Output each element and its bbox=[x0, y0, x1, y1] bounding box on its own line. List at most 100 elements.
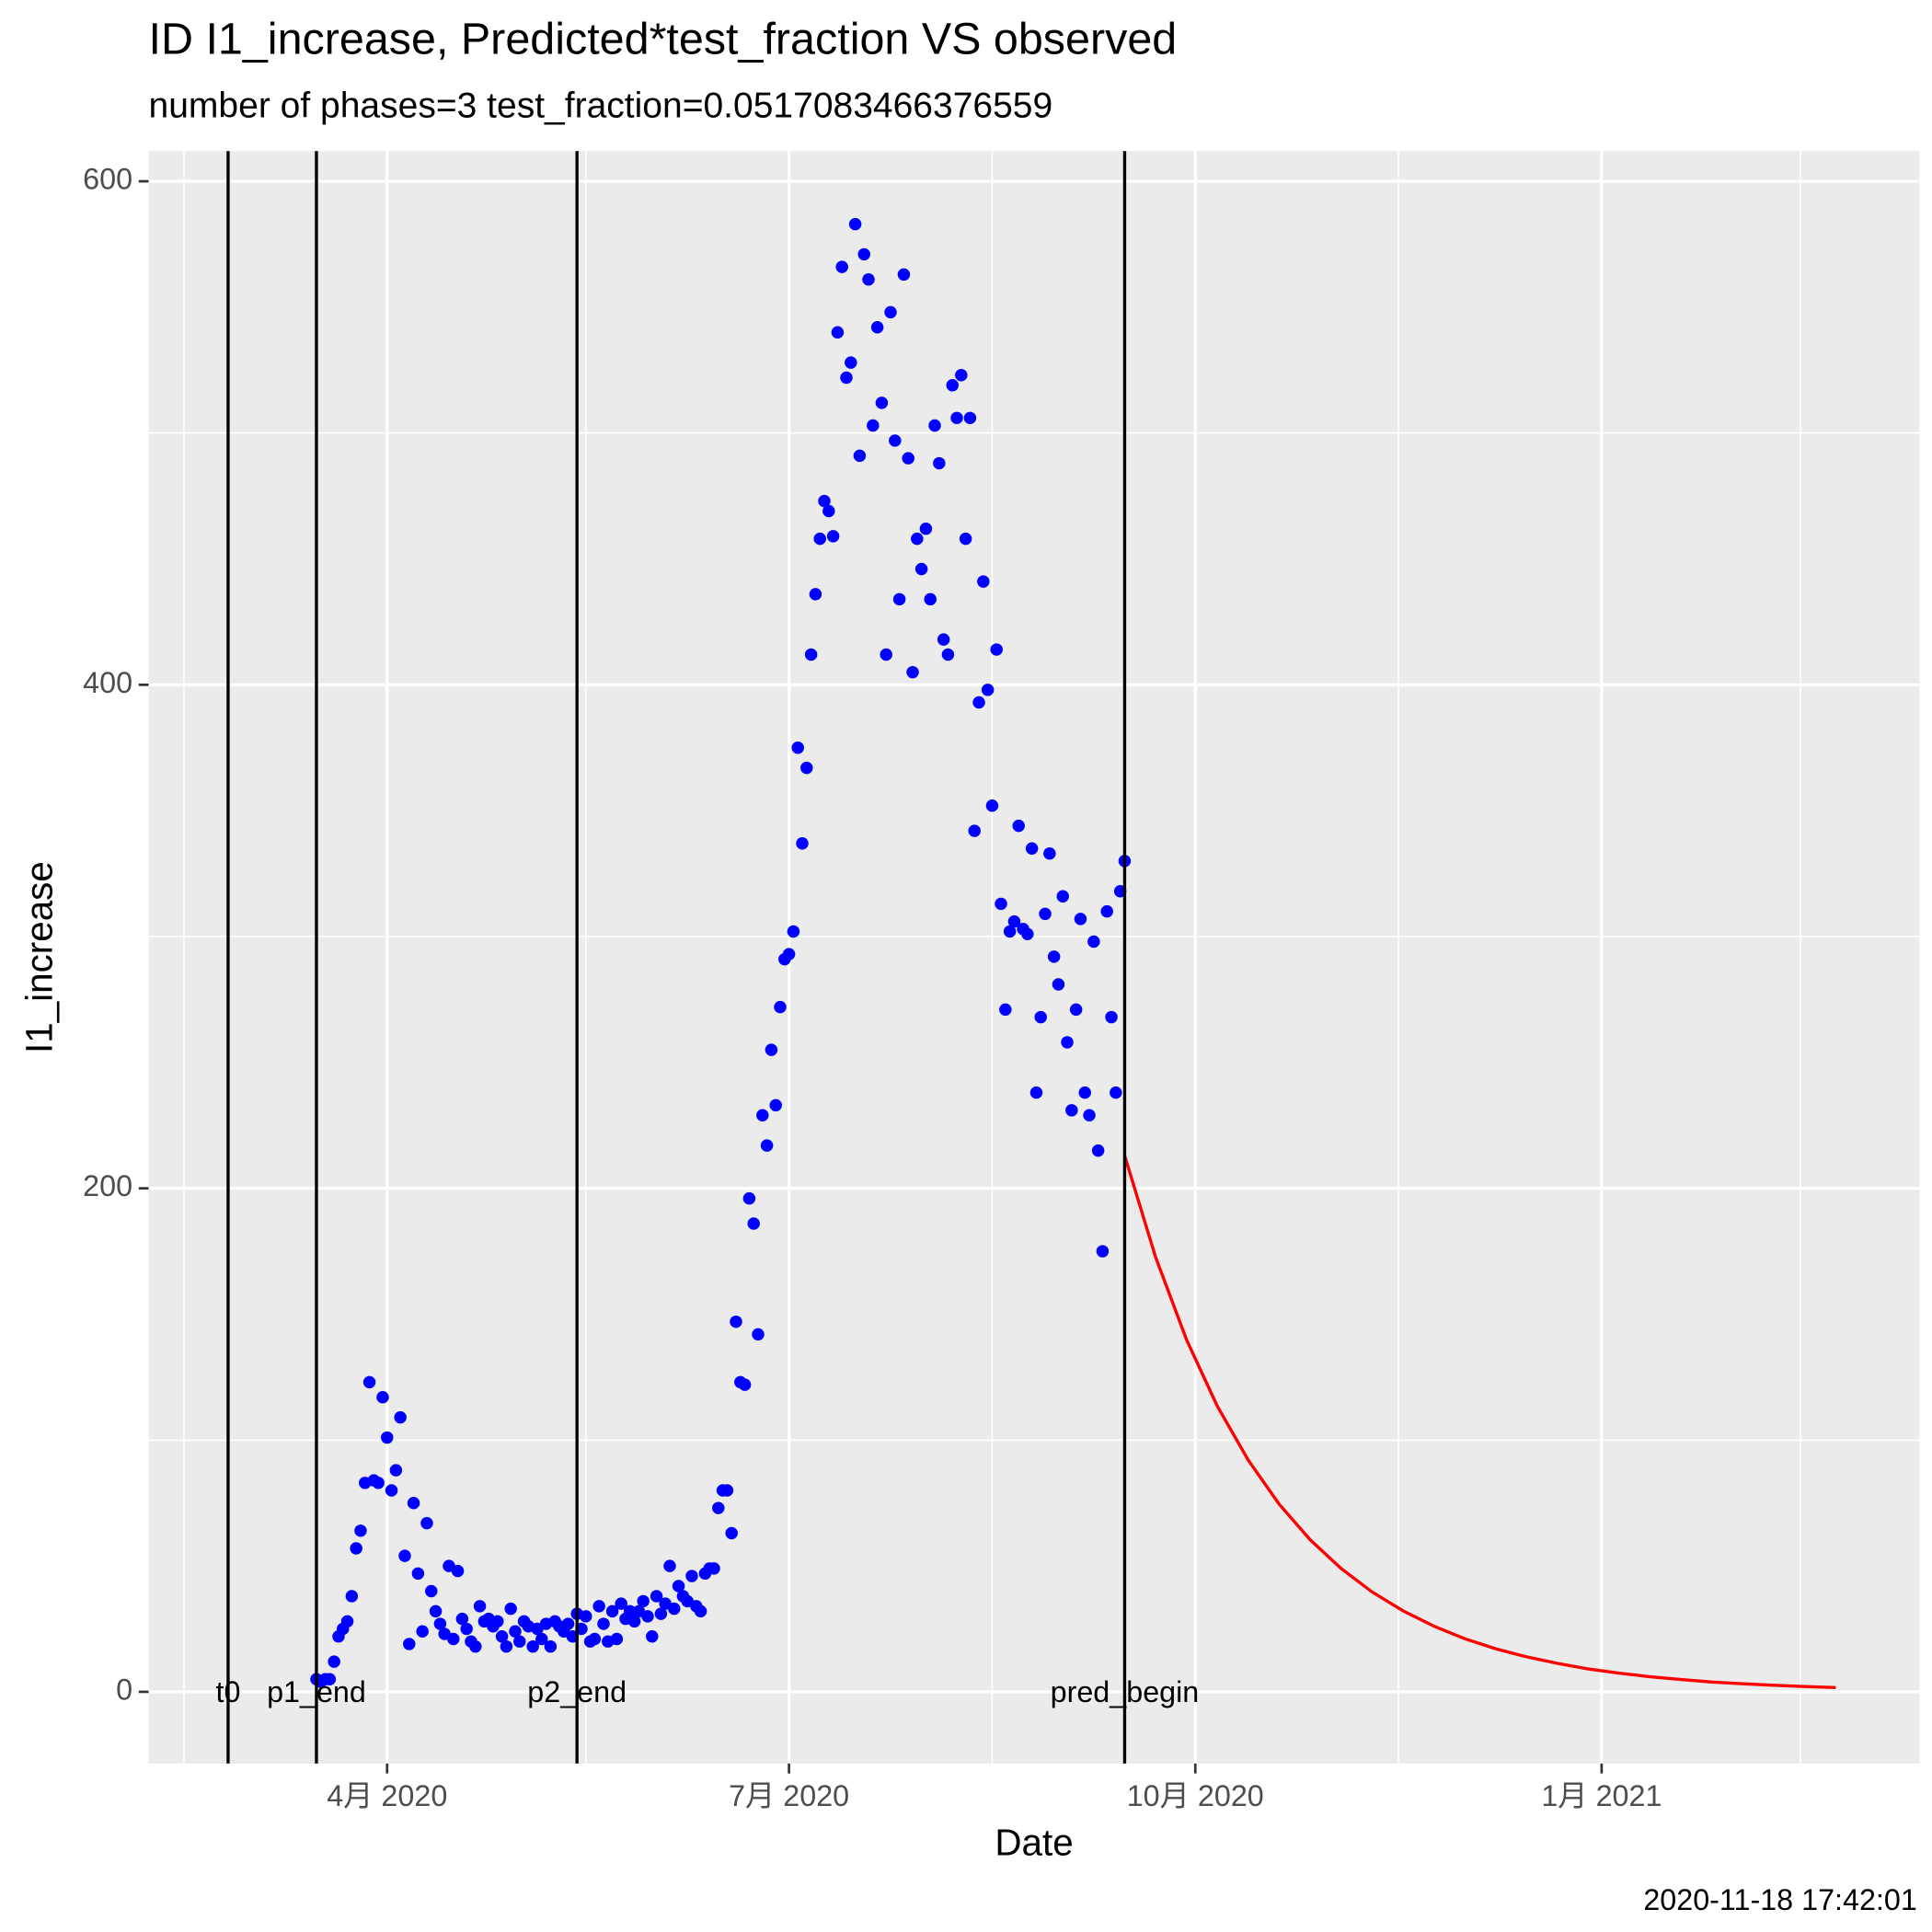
point bbox=[769, 1098, 782, 1112]
point bbox=[513, 1635, 526, 1648]
point bbox=[615, 1597, 627, 1610]
point bbox=[685, 1570, 698, 1582]
point bbox=[1052, 978, 1065, 991]
point bbox=[791, 742, 804, 754]
point bbox=[800, 761, 813, 775]
point bbox=[919, 522, 933, 535]
point bbox=[535, 1632, 548, 1646]
point bbox=[765, 1043, 778, 1056]
point bbox=[720, 1484, 734, 1497]
point bbox=[394, 1410, 407, 1424]
point bbox=[1083, 1109, 1096, 1122]
phase-label: p1_end bbox=[267, 1675, 366, 1708]
point bbox=[870, 321, 884, 334]
point bbox=[760, 1139, 774, 1152]
point bbox=[796, 837, 809, 850]
point bbox=[646, 1630, 659, 1643]
caption: 2020-11-18 17:42:01 bbox=[1643, 1883, 1917, 1916]
point bbox=[627, 1615, 641, 1628]
point bbox=[1074, 913, 1087, 926]
point bbox=[372, 1477, 385, 1489]
point bbox=[911, 532, 924, 546]
point bbox=[848, 217, 862, 231]
point bbox=[813, 532, 826, 546]
chart-title: ID I1_increase, Predicted*test_fraction … bbox=[149, 15, 1178, 64]
point bbox=[1003, 925, 1017, 938]
panel bbox=[148, 151, 1920, 1764]
point bbox=[1029, 1086, 1043, 1099]
point bbox=[787, 925, 800, 938]
point bbox=[637, 1594, 650, 1608]
point bbox=[924, 592, 937, 606]
point bbox=[937, 633, 950, 646]
point bbox=[592, 1600, 605, 1613]
x-tick-label: 1月 2021 bbox=[1541, 1779, 1662, 1812]
point bbox=[1091, 1144, 1105, 1157]
plot-layer: 0 200 400 600 4月 2020 7月 2020 10月 2020 1月 2021 t… bbox=[83, 151, 1920, 1812]
point bbox=[495, 1630, 509, 1643]
point bbox=[588, 1632, 602, 1646]
point bbox=[561, 1617, 575, 1630]
phase-label: p2_end bbox=[527, 1675, 627, 1708]
point bbox=[526, 1639, 539, 1653]
point bbox=[981, 684, 995, 696]
point bbox=[420, 1516, 433, 1530]
point bbox=[906, 665, 919, 679]
point bbox=[610, 1632, 624, 1646]
point bbox=[972, 696, 985, 709]
point bbox=[826, 530, 840, 543]
point bbox=[416, 1625, 429, 1638]
point bbox=[1110, 1086, 1122, 1099]
point bbox=[376, 1391, 389, 1404]
point bbox=[959, 532, 972, 546]
point bbox=[433, 1617, 447, 1630]
point bbox=[451, 1564, 465, 1578]
point bbox=[328, 1655, 340, 1668]
point bbox=[730, 1315, 742, 1328]
y-tick-label: 0 bbox=[116, 1673, 132, 1706]
point bbox=[756, 1109, 769, 1122]
point bbox=[694, 1604, 707, 1618]
point bbox=[323, 1673, 337, 1685]
point bbox=[963, 411, 977, 425]
point bbox=[411, 1567, 425, 1581]
point bbox=[738, 1378, 752, 1391]
point bbox=[362, 1375, 376, 1389]
point bbox=[389, 1464, 403, 1477]
y-tick-label: 200 bbox=[83, 1169, 132, 1202]
y-tick-label: 400 bbox=[83, 666, 132, 699]
point bbox=[672, 1580, 685, 1593]
point bbox=[835, 260, 848, 273]
point bbox=[995, 897, 1007, 911]
point bbox=[491, 1615, 504, 1628]
point bbox=[1056, 890, 1069, 903]
point bbox=[469, 1639, 482, 1653]
point bbox=[1100, 904, 1113, 918]
point bbox=[403, 1638, 416, 1650]
phase-label: t0 bbox=[215, 1675, 240, 1708]
point bbox=[818, 494, 831, 508]
point bbox=[875, 397, 889, 409]
x-tick-label: 7月 2020 bbox=[729, 1779, 849, 1812]
point bbox=[880, 648, 892, 661]
point bbox=[1039, 907, 1052, 921]
point bbox=[580, 1610, 592, 1623]
point bbox=[831, 326, 845, 339]
point bbox=[902, 452, 914, 465]
point bbox=[1096, 1245, 1110, 1258]
point bbox=[447, 1632, 460, 1646]
point bbox=[867, 419, 880, 432]
point bbox=[950, 411, 963, 425]
point bbox=[354, 1524, 367, 1537]
phase-label: pred_begin bbox=[1051, 1675, 1200, 1708]
point bbox=[1047, 950, 1061, 963]
point bbox=[742, 1191, 756, 1205]
point bbox=[407, 1496, 420, 1510]
point bbox=[425, 1584, 438, 1598]
point bbox=[1034, 1010, 1047, 1024]
point bbox=[892, 592, 906, 606]
point bbox=[712, 1501, 725, 1514]
point bbox=[946, 378, 959, 392]
point bbox=[1105, 1010, 1118, 1024]
